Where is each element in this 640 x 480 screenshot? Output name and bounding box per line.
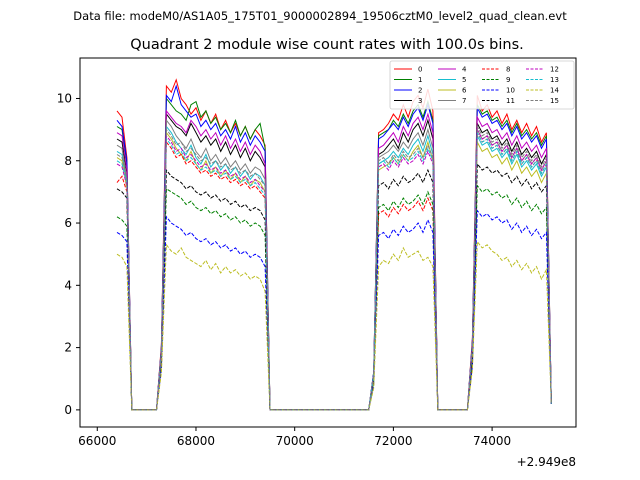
y-tick-label: 10 bbox=[57, 91, 72, 105]
y-tick-label: 0 bbox=[64, 403, 72, 417]
series-layer bbox=[116, 78, 552, 411]
y-tick-label: 2 bbox=[64, 341, 72, 355]
x-tick-label: 70000 bbox=[276, 434, 314, 448]
legend-label-8: 8 bbox=[506, 66, 510, 74]
legend-box bbox=[389, 60, 575, 110]
y-axis: 0 2 4 6 8 10 bbox=[57, 91, 80, 417]
legend-label-4: 4 bbox=[462, 66, 467, 74]
legend-label-7: 7 bbox=[462, 97, 466, 105]
legend-label-2: 2 bbox=[418, 87, 422, 95]
series-line-15 bbox=[116, 124, 552, 411]
x-tick-label: 74000 bbox=[473, 434, 511, 448]
x-tick-label: 68000 bbox=[177, 434, 215, 448]
x-tick-label: 72000 bbox=[374, 434, 412, 448]
series-line-8 bbox=[116, 132, 552, 411]
legend-label-0: 0 bbox=[418, 66, 422, 74]
legend-label-15: 15 bbox=[550, 97, 559, 105]
x-tick-label: 66000 bbox=[78, 434, 116, 448]
legend-label-12: 12 bbox=[550, 66, 559, 74]
y-tick-label: 6 bbox=[64, 216, 72, 230]
legend-label-11: 11 bbox=[506, 97, 515, 105]
x-axis: 66000 68000 70000 72000 74000 bbox=[78, 427, 511, 448]
series-line-14 bbox=[116, 240, 552, 411]
y-tick-label: 4 bbox=[64, 278, 72, 292]
chart-suptitle: Data file: modeM0/AS1A05_175T01_90000028… bbox=[73, 9, 567, 23]
legend-label-3: 3 bbox=[418, 97, 422, 105]
legend-label-9: 9 bbox=[506, 76, 510, 84]
legend-label-6: 6 bbox=[462, 87, 467, 95]
legend-label-13: 13 bbox=[550, 76, 559, 84]
series-line-10 bbox=[116, 209, 552, 411]
legend-label-10: 10 bbox=[506, 87, 515, 95]
chart-title: Quadrant 2 module wise count rates with … bbox=[130, 37, 524, 53]
plot-area-frame bbox=[79, 57, 577, 428]
legend-label-5: 5 bbox=[462, 76, 466, 84]
legend-label-14: 14 bbox=[550, 87, 559, 95]
y-tick-label: 8 bbox=[64, 154, 72, 168]
legend-label-1: 1 bbox=[418, 76, 422, 84]
x-axis-offset-label: +2.949e8 bbox=[517, 455, 576, 469]
